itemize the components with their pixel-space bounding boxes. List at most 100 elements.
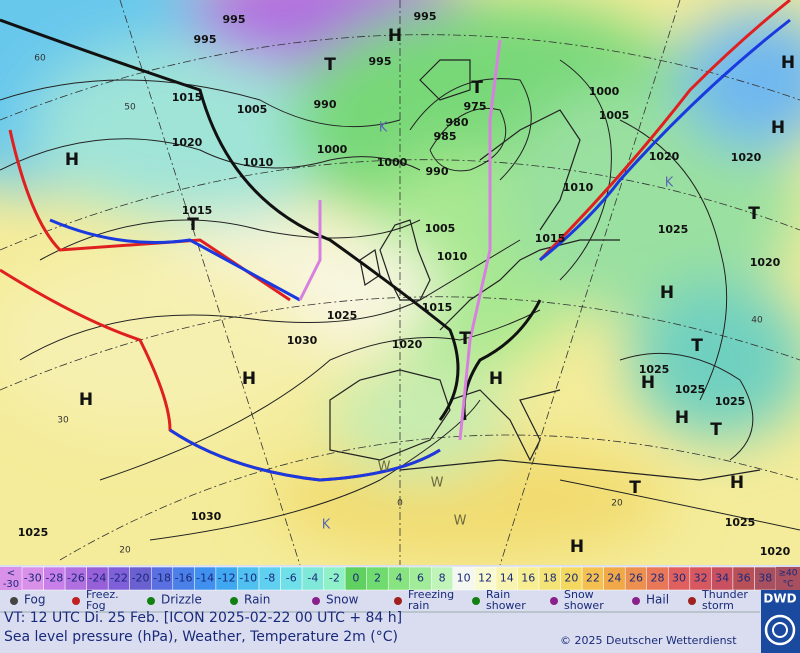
pressure-system: H (388, 26, 402, 46)
symbol-icon (10, 597, 18, 605)
pressure-system: T (748, 204, 760, 224)
warm-front (538, 0, 791, 262)
symbol-icon (394, 597, 402, 605)
scale-label: 12 (478, 572, 492, 585)
scale-label: 24 (607, 572, 621, 585)
scale-label: -12 (218, 572, 236, 585)
graticule-label: 40 (751, 316, 763, 326)
pressure-system: T (691, 336, 703, 356)
isobar-label: 1030 (287, 334, 318, 347)
scale-label: 8 (439, 572, 446, 585)
isobar-label: 1010 (563, 181, 594, 194)
symbol-legend: Fog Freez.Fog Drizzle Rain Snow FreezingrainR… (10, 588, 748, 612)
isobar-label: 1005 (599, 109, 630, 122)
symbol-label: Thunder (701, 588, 748, 601)
pressure-system: W (378, 460, 391, 475)
isobar-label: 1025 (327, 309, 358, 322)
isobar-label: 1000 (377, 156, 408, 169)
scale-label: 34 (715, 572, 729, 585)
logo-swirl (764, 614, 796, 646)
isobar-label: 995 (223, 13, 246, 26)
scale-label: -18 (153, 572, 171, 585)
temperature-field (0, 0, 800, 565)
pressure-system: H (489, 369, 503, 389)
scale-label: -24 (88, 572, 106, 585)
pressure-system: H (242, 369, 256, 389)
symbol-label: Fog (86, 599, 106, 612)
isobar-label: 1015 (182, 204, 213, 217)
pressure-system: T (459, 329, 471, 349)
symbol-icon (72, 597, 80, 605)
scale-label: 36 (737, 572, 751, 585)
scale-label: 26 (629, 572, 643, 585)
scale-label: -30 (3, 579, 19, 590)
isobar-label: 1015 (535, 232, 566, 245)
isobar-label: 1025 (658, 223, 689, 236)
pressure-system: T (471, 78, 483, 98)
pressure-system: H (730, 473, 744, 493)
scale-label: -8 (264, 572, 275, 585)
isobar-label: 1030 (191, 510, 222, 523)
isobar-label: 1025 (675, 383, 706, 396)
symbol-icon (550, 597, 558, 605)
scale-label: 20 (564, 572, 578, 585)
logo-swirl (772, 622, 788, 638)
pressure-system: H (675, 408, 689, 428)
cold-front (539, 18, 791, 262)
isobar-label: 1005 (237, 103, 268, 116)
scale-label: 16 (521, 572, 535, 585)
trough (0, 18, 460, 421)
scale-label: °C (783, 580, 794, 590)
scale-label: -2 (329, 572, 340, 585)
isobar-label: 975 (464, 100, 487, 113)
scale-label: 28 (651, 572, 665, 585)
graticule-label: 50 (124, 103, 136, 113)
symbol-label: Rain (244, 593, 270, 607)
symbol-label: Hail (646, 593, 669, 607)
scale-label: -10 (239, 572, 257, 585)
isobar-label: 1015 (422, 301, 453, 314)
symbol-label: rain (408, 599, 429, 612)
valid-time: VT: 12 UTC Di. 25 Feb. [ICON 2025-02-22 … (4, 610, 402, 626)
pressure-system: H (781, 53, 795, 73)
scale-cell (0, 567, 22, 590)
scale-label: -30 (24, 572, 42, 585)
pressure-system: H (570, 537, 584, 557)
pressure-system: K (379, 121, 388, 136)
copyright: © 2025 Deutscher Wetterdienst (560, 634, 737, 647)
scale-label: -20 (132, 572, 150, 585)
isobar-label: 1020 (392, 338, 423, 351)
symbol-icon (472, 597, 480, 605)
pressure-system: H (641, 373, 655, 393)
scale-label: -14 (196, 572, 214, 585)
graticule-label: 0 (397, 499, 403, 509)
isobar-label: 995 (194, 33, 217, 46)
scale-label: -22 (110, 572, 128, 585)
symbol-label: Snow (564, 588, 594, 601)
pressure-system: K (322, 518, 331, 533)
scale-label: < (7, 568, 15, 579)
scale-label: 22 (586, 572, 600, 585)
symbol-label: storm (702, 599, 734, 612)
graticule-label: 60 (34, 54, 46, 64)
isobar-label: 980 (446, 116, 469, 129)
scale-label: 32 (694, 572, 708, 585)
symbol-label: Freezing (408, 588, 454, 601)
isobar-label: 985 (434, 130, 457, 143)
graticule-label: 30 (57, 416, 69, 426)
isobar-label: 1020 (731, 151, 762, 164)
scale-label: 0 (352, 572, 359, 585)
description: Sea level pressure (hPa), Weather, Tempe… (4, 629, 398, 645)
scale-label: 18 (543, 572, 557, 585)
isobar-label: 1020 (750, 256, 781, 269)
symbol-label: Rain (486, 588, 510, 601)
scale-label: -26 (67, 572, 85, 585)
pressure-system: T (629, 478, 641, 498)
isobar-label: 1025 (639, 363, 670, 376)
isobar-label: 1000 (317, 143, 348, 156)
scale-label: -4 (307, 572, 318, 585)
isobar-label: 1020 (649, 150, 680, 163)
scale-label: 6 (417, 572, 424, 585)
